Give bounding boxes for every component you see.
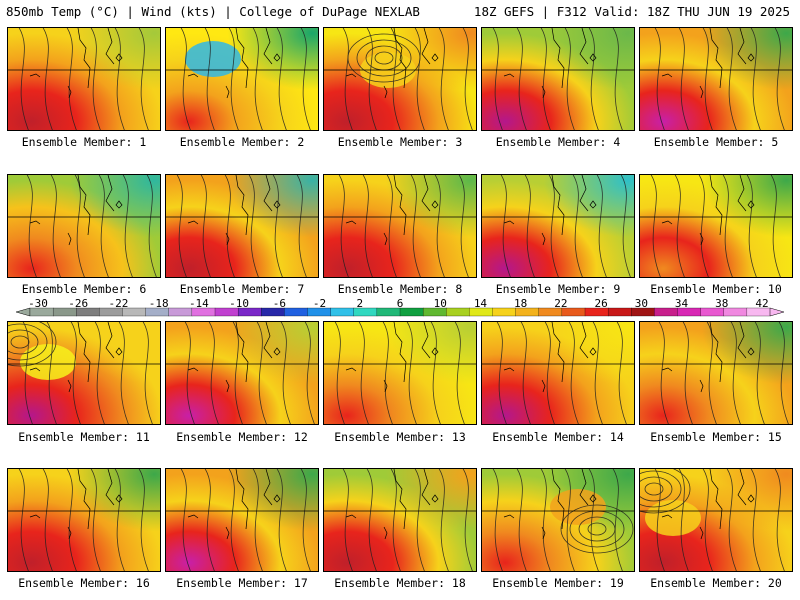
temperature-field-19 xyxy=(482,469,634,571)
ensemble-member-label: Ensemble Member: 10 xyxy=(650,282,782,296)
temperature-field-5 xyxy=(640,28,792,130)
ensemble-member-label: Ensemble Member: 20 xyxy=(650,576,782,590)
ensemble-member-label: Ensemble Member: 17 xyxy=(176,576,308,590)
colorbar-swatch xyxy=(492,307,517,317)
ensemble-map-8 xyxy=(323,174,477,278)
colorbar-tick-label: 42 xyxy=(755,297,769,310)
ensemble-map-13 xyxy=(323,321,477,425)
ensemble-map-20 xyxy=(639,468,793,572)
ensemble-member-label: Ensemble Member: 4 xyxy=(495,135,621,149)
temperature-field-11 xyxy=(8,322,160,424)
colorbar-tick-label: 22 xyxy=(554,297,568,310)
temperature-field-15 xyxy=(640,322,792,424)
colorbar-tick-label: -18 xyxy=(148,297,169,310)
temperature-field-12 xyxy=(166,322,318,424)
ensemble-member-label: Ensemble Member: 14 xyxy=(492,430,624,444)
temperature-field-18 xyxy=(324,469,476,571)
colorbar-tick-label: 38 xyxy=(715,297,729,310)
ensemble-map-2 xyxy=(165,27,319,131)
ensemble-member-label: Ensemble Member: 6 xyxy=(21,282,147,296)
temperature-field-20 xyxy=(640,469,792,571)
temperature-field-2 xyxy=(166,28,318,130)
temperature-field-10 xyxy=(640,175,792,277)
colorbar-swatch xyxy=(330,307,355,317)
ensemble-map-15 xyxy=(639,321,793,425)
colorbar-tick-label: -6 xyxy=(272,297,286,310)
temperature-field-14 xyxy=(482,322,634,424)
colorbar-tick-label: -10 xyxy=(229,297,250,310)
temperature-field-8 xyxy=(324,175,476,277)
ensemble-map-1 xyxy=(7,27,161,131)
ensemble-member-label: Ensemble Member: 5 xyxy=(653,135,779,149)
ensemble-member-label: Ensemble Member: 15 xyxy=(650,430,782,444)
ensemble-member-label: Ensemble Member: 8 xyxy=(337,282,463,296)
ensemble-map-4 xyxy=(481,27,635,131)
temperature-field-3 xyxy=(324,28,476,130)
colorbar-tick-label: -30 xyxy=(28,297,48,310)
temperature-field-17 xyxy=(166,469,318,571)
ensemble-map-6 xyxy=(7,174,161,278)
colorbar-tick-label: -2 xyxy=(312,297,327,310)
temperature-field-1 xyxy=(8,28,160,130)
temperature-field-7 xyxy=(166,175,318,277)
ensemble-map-19 xyxy=(481,468,635,572)
temperature-field-4 xyxy=(482,28,634,130)
ensemble-member-label: Ensemble Member: 12 xyxy=(176,430,308,444)
ensemble-member-label: Ensemble Member: 19 xyxy=(492,576,624,590)
ensemble-map-7 xyxy=(165,174,319,278)
ensemble-map-14 xyxy=(481,321,635,425)
ensemble-map-9 xyxy=(481,174,635,278)
temperature-colorbar xyxy=(15,307,785,317)
ensemble-member-label: Ensemble Member: 3 xyxy=(337,135,463,149)
ensemble-member-label: Ensemble Member: 16 xyxy=(18,576,150,590)
ensemble-map-11 xyxy=(7,321,161,425)
temperature-field-9 xyxy=(482,175,634,277)
run-valid-time: 18Z GEFS | F312 Valid: 18Z THU JUN 19 20… xyxy=(473,4,790,19)
colorbar-tick-label: 6 xyxy=(396,297,404,310)
colorbar-tick-label: -26 xyxy=(68,297,89,310)
ensemble-map-17 xyxy=(165,468,319,572)
colorbar-swatch xyxy=(399,307,424,317)
colorbar-tick-label: 34 xyxy=(674,297,689,310)
ensemble-map-18 xyxy=(323,468,477,572)
ensemble-member-label: Ensemble Member: 11 xyxy=(18,430,150,444)
colorbar-tick-label: 30 xyxy=(634,297,648,310)
colorbar-tick-label: -22 xyxy=(108,297,129,310)
colorbar-swatch xyxy=(284,307,308,317)
ensemble-member-label: Ensemble Member: 7 xyxy=(179,282,305,296)
temperature-field-6 xyxy=(8,175,160,277)
ensemble-map-10 xyxy=(639,174,793,278)
ensemble-member-label: Ensemble Member: 13 xyxy=(334,430,466,444)
colorbar-swatch xyxy=(607,307,632,317)
colorbar-tick-label: 26 xyxy=(594,297,608,310)
colorbar-swatch xyxy=(446,307,470,317)
colorbar-tick-label: -14 xyxy=(188,297,209,310)
map-title: 850mb Temp (°C) | Wind (kts) | College o… xyxy=(6,4,420,19)
ensemble-member-label: Ensemble Member: 9 xyxy=(495,282,621,296)
colorbar-tick-label: 10 xyxy=(433,297,447,310)
colorbar-tick-label: 14 xyxy=(473,297,488,310)
colorbar-tick-label: 2 xyxy=(356,297,364,310)
ensemble-map-12 xyxy=(165,321,319,425)
ensemble-map-5 xyxy=(639,27,793,131)
ensemble-member-label: Ensemble Member: 1 xyxy=(21,135,147,149)
ensemble-member-label: Ensemble Member: 2 xyxy=(179,135,305,149)
colorbar-tick-label: 18 xyxy=(514,297,528,310)
ensemble-member-label: Ensemble Member: 18 xyxy=(334,576,466,590)
temperature-field-16 xyxy=(8,469,160,571)
ensemble-map-16 xyxy=(7,468,161,572)
temperature-field-13 xyxy=(324,322,476,424)
ensemble-map-3 xyxy=(323,27,477,131)
